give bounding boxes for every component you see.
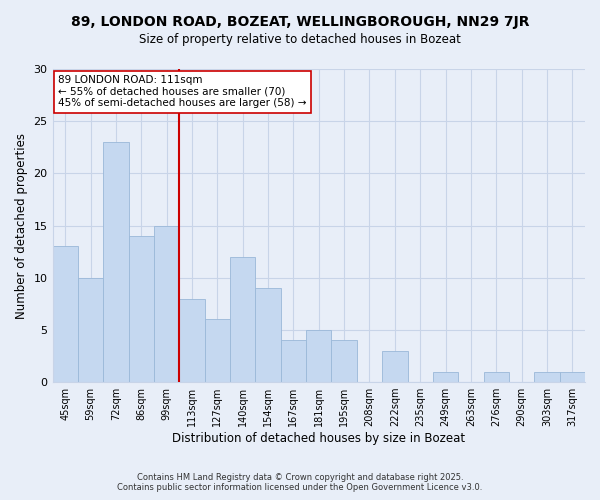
Bar — [256, 288, 281, 382]
Bar — [128, 236, 154, 382]
Bar — [281, 340, 306, 382]
Bar — [560, 372, 585, 382]
Bar — [78, 278, 103, 382]
Text: 89 LONDON ROAD: 111sqm
← 55% of detached houses are smaller (70)
45% of semi-det: 89 LONDON ROAD: 111sqm ← 55% of detached… — [58, 76, 307, 108]
Bar — [230, 257, 256, 382]
Text: Size of property relative to detached houses in Bozeat: Size of property relative to detached ho… — [139, 32, 461, 46]
Bar — [534, 372, 560, 382]
Bar — [205, 320, 230, 382]
Y-axis label: Number of detached properties: Number of detached properties — [15, 132, 28, 318]
Bar — [306, 330, 331, 382]
Text: Contains HM Land Registry data © Crown copyright and database right 2025.
Contai: Contains HM Land Registry data © Crown c… — [118, 473, 482, 492]
Bar — [331, 340, 357, 382]
Text: 89, LONDON ROAD, BOZEAT, WELLINGBOROUGH, NN29 7JR: 89, LONDON ROAD, BOZEAT, WELLINGBOROUGH,… — [71, 15, 529, 29]
Bar — [484, 372, 509, 382]
Bar — [103, 142, 128, 382]
X-axis label: Distribution of detached houses by size in Bozeat: Distribution of detached houses by size … — [172, 432, 466, 445]
Bar — [179, 298, 205, 382]
Bar — [433, 372, 458, 382]
Bar — [154, 226, 179, 382]
Bar — [382, 351, 407, 382]
Bar — [53, 246, 78, 382]
